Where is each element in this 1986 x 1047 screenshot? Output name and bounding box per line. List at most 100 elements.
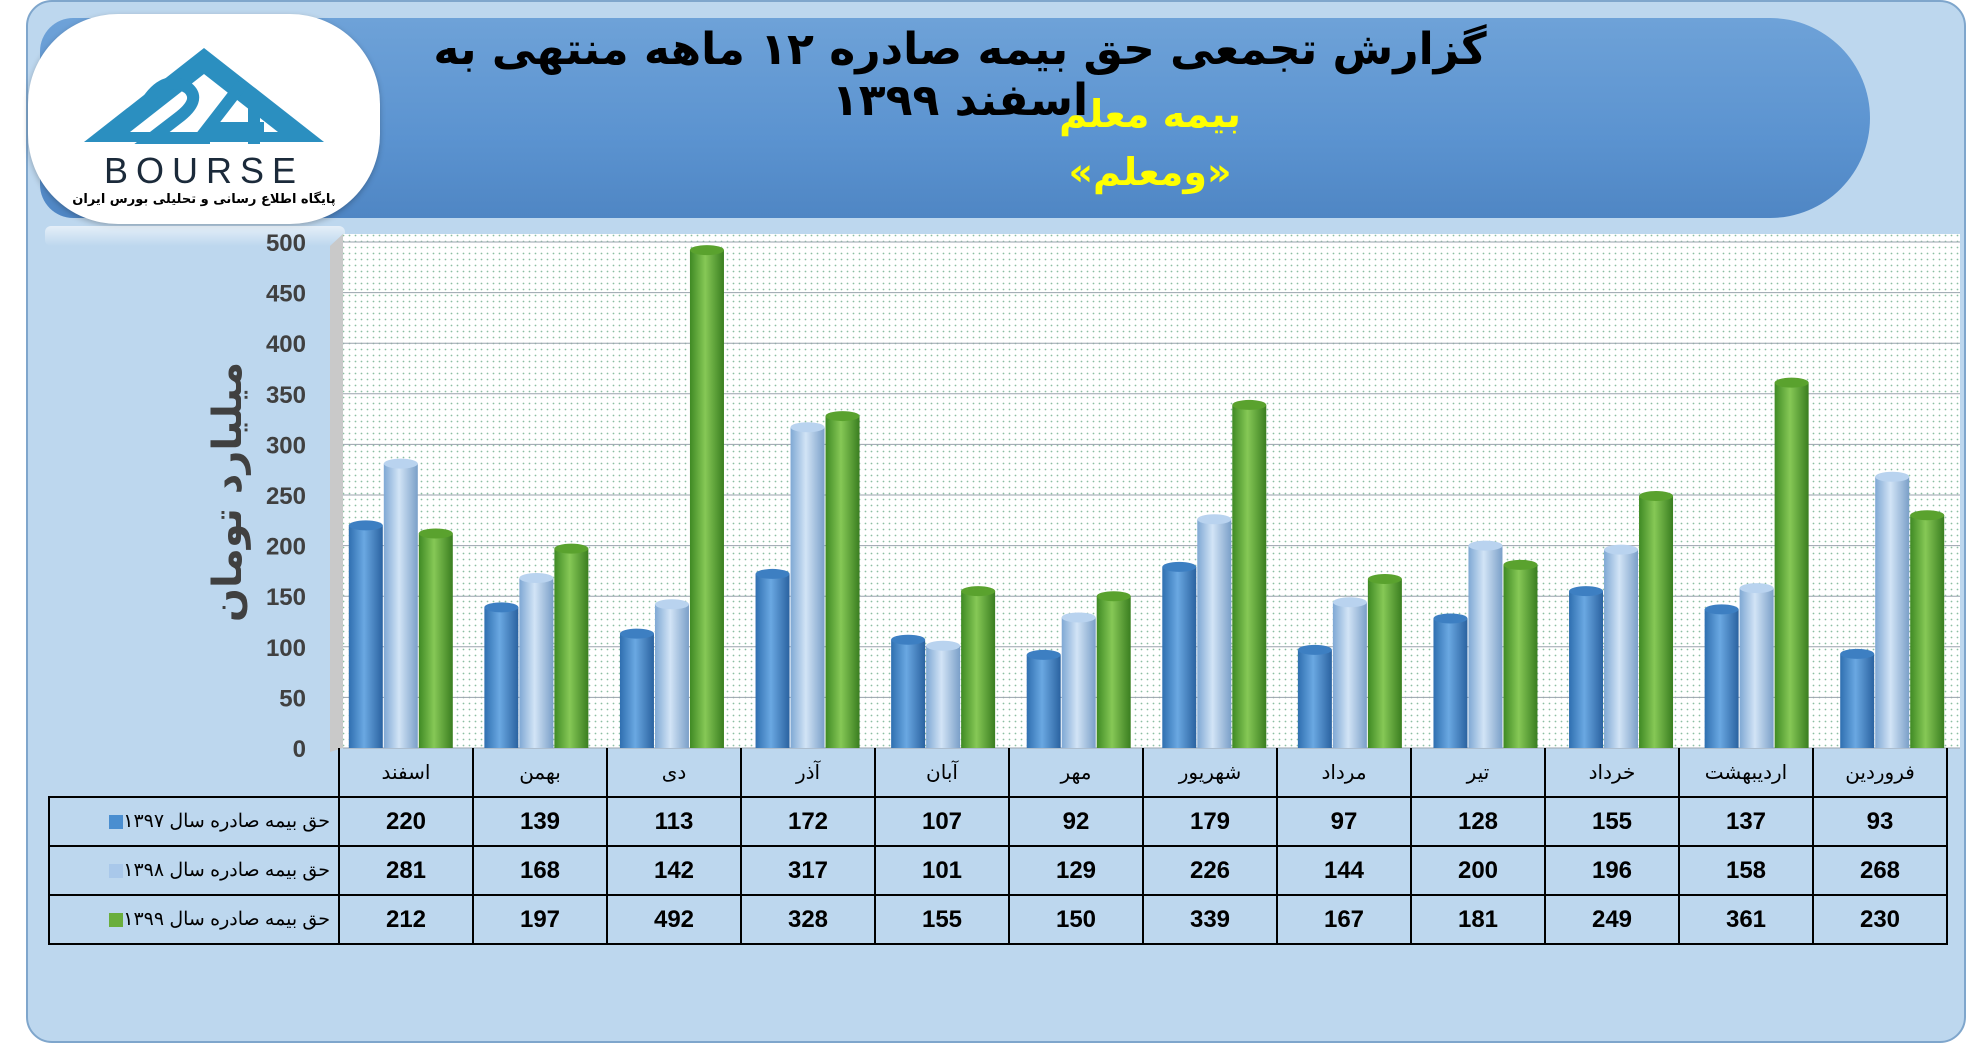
- table-row: حق بیمه صادره سال ۱۳۹۷ 220 139 113 172 107 92 1…: [48, 796, 1948, 847]
- bar-2: [519, 572, 554, 748]
- data-label: 492: [606, 894, 742, 945]
- y-tick-label: 150: [266, 584, 306, 611]
- data-label: 212: [338, 894, 474, 945]
- bar-1: [1840, 648, 1875, 748]
- data-label: 230: [1812, 894, 1948, 945]
- data-label: 317: [740, 845, 876, 896]
- bar-1: [1569, 586, 1604, 748]
- x-tick-label: اسفند: [338, 748, 474, 798]
- x-tick-label: دی: [606, 748, 742, 798]
- logo-tagline: پایگاه اطلاع رسانی و تحلیلی بورس ایران: [72, 192, 336, 207]
- y-tick-label: 250: [266, 483, 306, 510]
- data-label: 113: [606, 796, 742, 847]
- x-tick-label: اردیبهشت: [1678, 748, 1814, 798]
- x-tick-label: بهمن: [472, 748, 608, 798]
- legend-swatch-icon: [109, 912, 124, 927]
- data-label: 196: [1544, 845, 1680, 896]
- table-row: حق بیمه صادره سال ۱۳۹۸ 281 168 142 317 101 129…: [48, 845, 1948, 896]
- x-tick-label: فروردین: [1812, 748, 1948, 798]
- series-name: حق بیمه صادره سال ۱۳۹۹: [123, 909, 330, 930]
- bar-2: [1739, 583, 1774, 748]
- table-row: حق بیمه صادره سال ۱۳۹۹ 212 197 492 328 155 150…: [48, 894, 1948, 945]
- y-axis-title: میلیارد تومان: [205, 362, 251, 622]
- bar-3: [418, 528, 453, 748]
- bar-2: [1468, 540, 1503, 748]
- data-label: 139: [472, 796, 608, 847]
- bar-1: [1026, 649, 1061, 748]
- bar-3: [961, 586, 996, 748]
- data-label: 181: [1410, 894, 1546, 945]
- x-tick-label: شهریور: [1142, 748, 1278, 798]
- data-table: اسفند بهمن دی آذر آبان مهر شهریور مرداد تیر خرداد…: [48, 748, 1948, 945]
- logo-mark-icon: [84, 48, 324, 144]
- data-label: 92: [1008, 796, 1144, 847]
- bar-3: [1232, 399, 1267, 748]
- data-label: 168: [472, 845, 608, 896]
- data-label: 101: [874, 845, 1010, 896]
- logo-word: BOURSE: [103, 150, 305, 191]
- bar-1: [484, 602, 519, 748]
- data-label: 200: [1410, 845, 1546, 896]
- bar-2: [1604, 544, 1639, 748]
- data-label: 97: [1276, 796, 1412, 847]
- ticker-symbol: «ومعلم»: [1068, 150, 1232, 194]
- data-label: 328: [740, 894, 876, 945]
- data-label: 339: [1142, 894, 1278, 945]
- bar-chart: 0 50 100 150 200 250 300 350 400 450 500: [266, 230, 1960, 760]
- bar-2: [383, 458, 418, 748]
- bar-2: [1332, 597, 1367, 748]
- y-tick-label: 500: [266, 230, 306, 257]
- bar-2: [926, 640, 961, 748]
- data-label: 93: [1812, 796, 1948, 847]
- bar-3: [1096, 591, 1131, 748]
- x-tick-label: خرداد: [1544, 748, 1680, 798]
- logo-reflection: [45, 226, 345, 246]
- data-label: 107: [874, 796, 1010, 847]
- y-tick-label: 50: [279, 685, 306, 712]
- bar-1: [1297, 644, 1332, 748]
- x-tick-label: مرداد: [1276, 748, 1412, 798]
- bar-2: [1197, 514, 1232, 748]
- x-tick-label: مهر: [1008, 748, 1144, 798]
- x-tick-label: آبان: [874, 748, 1010, 798]
- bar-2: [1875, 471, 1910, 748]
- data-label: 155: [1544, 796, 1680, 847]
- legend-swatch-icon: [109, 863, 124, 878]
- data-label: 179: [1142, 796, 1278, 847]
- table-corner: [49, 748, 339, 797]
- bar-3: [1910, 510, 1945, 748]
- bar-3: [1639, 491, 1674, 748]
- legend-swatch-icon: [109, 814, 124, 829]
- y-tick-label: 200: [266, 534, 306, 561]
- series-name: حق بیمه صادره سال ۱۳۹۸: [123, 860, 330, 881]
- bar-1: [348, 520, 383, 748]
- bar-2: [1061, 612, 1096, 748]
- data-label: 249: [1544, 894, 1680, 945]
- data-label: 155: [874, 894, 1010, 945]
- y-axis-label-box: میلیارد تومان: [130, 362, 330, 622]
- x-tick-label: تیر: [1410, 748, 1546, 798]
- bar-3: [825, 411, 860, 748]
- bar-2: [654, 599, 689, 748]
- bourse24-logo: BOURSE پایگاه اطلاع رسانی و تحلیلی بورس …: [28, 14, 380, 224]
- legend-entry: حق بیمه صادره سال ۱۳۹۷: [48, 796, 340, 847]
- bar-3: [1774, 377, 1809, 748]
- data-label: 150: [1008, 894, 1144, 945]
- data-label: 220: [338, 796, 474, 847]
- data-label: 197: [472, 894, 608, 945]
- data-label: 128: [1410, 796, 1546, 847]
- y-axis-label: میلیارد تومان: [205, 362, 251, 622]
- bar-3: [689, 245, 724, 748]
- bar-3: [554, 543, 589, 748]
- data-label: 268: [1812, 845, 1948, 896]
- series-name: حق بیمه صادره سال ۱۳۹۷: [123, 811, 330, 832]
- x-tick-label: آذر: [740, 748, 876, 798]
- data-label: 167: [1276, 894, 1412, 945]
- data-label: 361: [1678, 894, 1814, 945]
- bar-1: [1704, 604, 1739, 748]
- bar-1: [891, 634, 926, 748]
- data-label: 144: [1276, 845, 1412, 896]
- data-label: 158: [1678, 845, 1814, 896]
- bar-1: [1433, 613, 1468, 748]
- y-tick-label: 350: [266, 382, 306, 409]
